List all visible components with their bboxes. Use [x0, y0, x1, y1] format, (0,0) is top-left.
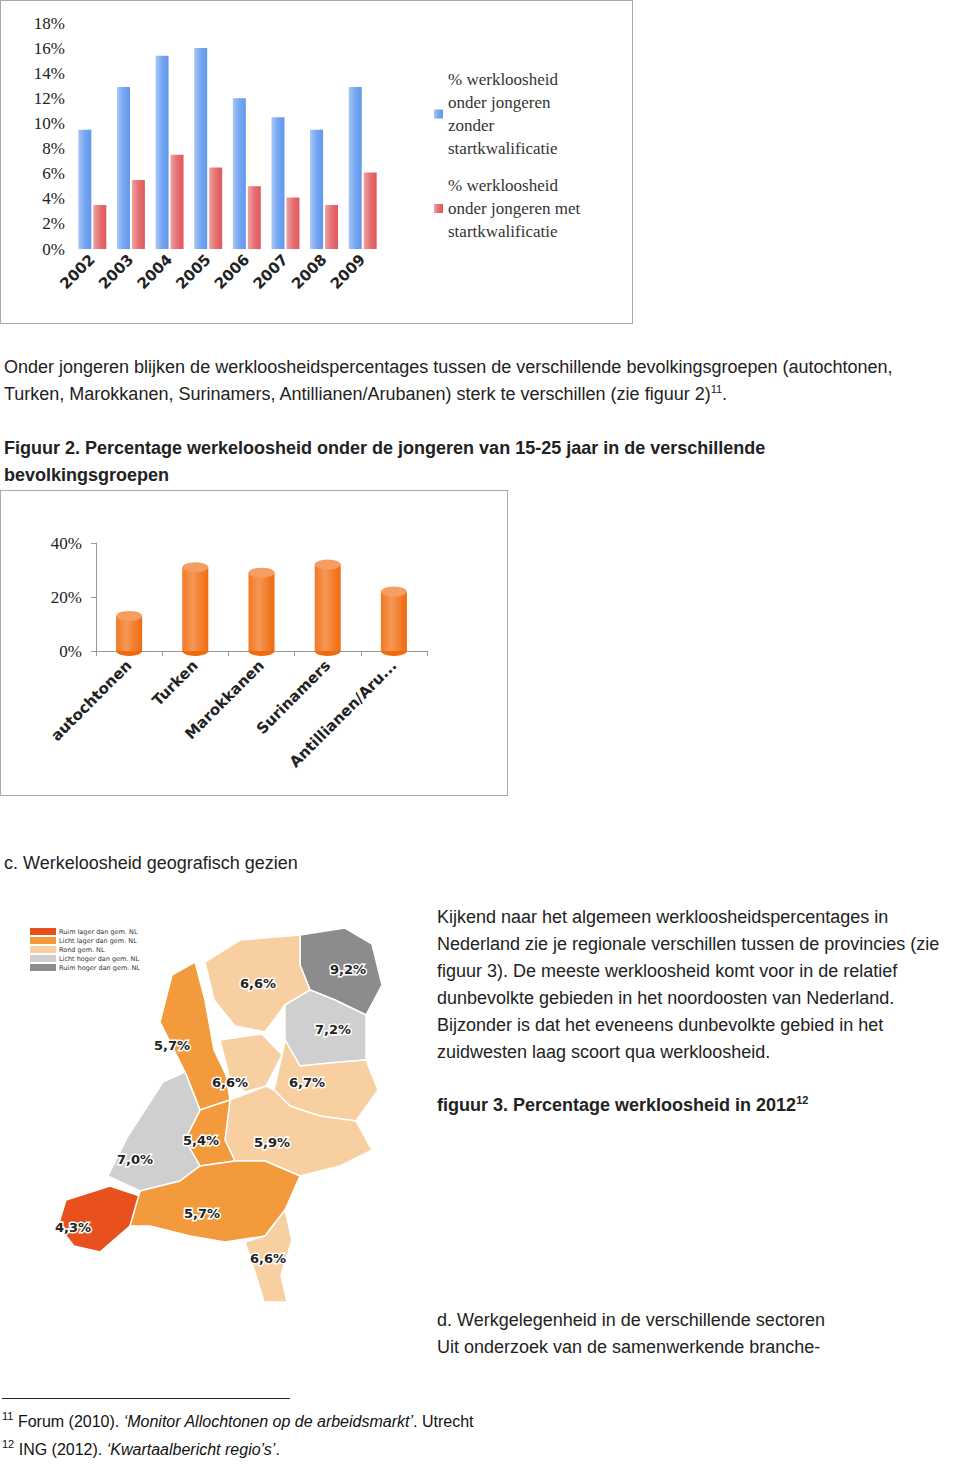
- svg-text:% werkloosheid: % werkloosheid: [448, 70, 559, 89]
- svg-text:Licht lager dan gem. NL: Licht lager dan gem. NL: [59, 937, 137, 945]
- svg-text:startkwalificatie: startkwalificatie: [448, 139, 558, 158]
- html-text:Uit onderzoek van de samenwerk: Uit onderzoek van de samenwerkende branc…: [437, 1337, 821, 1357]
- svg-text:% werkloosheid: % werkloosheid: [448, 176, 559, 195]
- svg-text:Ruim lager dan gem. NL: Ruim lager dan gem. NL: [59, 928, 138, 936]
- svg-text:7,2%: 7,2%: [315, 1022, 351, 1037]
- svg-text:6%: 6%: [42, 164, 65, 183]
- html-text:Onder jongeren blijken de werk: Onder jongeren blijken de werkloosheidsp…: [4, 357, 893, 404]
- svg-text:20%: 20%: [51, 588, 82, 607]
- svg-text:6,6%: 6,6%: [240, 976, 276, 991]
- svg-text:4,3%: 4,3%: [55, 1220, 91, 1235]
- svg-text:7,0%: 7,0%: [117, 1152, 153, 1167]
- svg-text:5,7%: 5,7%: [154, 1038, 190, 1053]
- svg-text:4%: 4%: [42, 189, 65, 208]
- html-text:Figuur 2. Percentage werkeloos: Figuur 2. Percentage werkeloosheid onder…: [4, 438, 766, 485]
- svg-text:6,7%: 6,7%: [289, 1075, 325, 1090]
- svg-text:2%: 2%: [42, 214, 65, 233]
- svg-text:18%: 18%: [34, 14, 65, 33]
- svg-text:6,6%: 6,6%: [212, 1075, 248, 1090]
- svg-text:0%: 0%: [59, 642, 82, 661]
- html-text:12: 12: [796, 1094, 809, 1106]
- svg-text:Rond gem. NL: Rond gem. NL: [59, 946, 105, 954]
- svg-text:6,6%: 6,6%: [250, 1251, 286, 1266]
- svg-text:Surinamers: Surinamers: [252, 656, 335, 738]
- svg-text:Turken: Turken: [149, 657, 202, 710]
- svg-text:12%: 12%: [34, 89, 65, 108]
- svg-text:2008: 2008: [288, 251, 330, 293]
- html-text:figuur 3. Percentage werkloosh: figuur 3. Percentage werkloosheid in 201…: [437, 1095, 797, 1115]
- svg-text:9,2%: 9,2%: [330, 962, 366, 977]
- svg-text:2004: 2004: [134, 251, 176, 293]
- html-text:11 Forum (2010). ‘Monitor Allo: 11 Forum (2010). ‘Monitor Allochtonen op…: [2, 1410, 474, 1430]
- svg-text:onder jongeren met: onder jongeren met: [448, 199, 580, 218]
- svg-text:2002: 2002: [56, 251, 98, 293]
- svg-text:2007: 2007: [250, 251, 292, 293]
- svg-text:16%: 16%: [34, 39, 65, 58]
- html-text:12 ING (2012). ‘Kwartaalberich: 12 ING (2012). ‘Kwartaalbericht regio’s’…: [2, 1438, 280, 1458]
- svg-text:10%: 10%: [34, 114, 65, 133]
- svg-text:2006: 2006: [211, 251, 253, 293]
- html-text:c. Werkeloosheid geografisch g: c. Werkeloosheid geografisch gezien: [4, 853, 298, 873]
- svg-text:onder jongeren: onder jongeren: [448, 93, 551, 112]
- svg-text:2009: 2009: [327, 251, 369, 293]
- svg-text:autochtonen: autochtonen: [47, 657, 135, 745]
- svg-text:2005: 2005: [172, 251, 214, 293]
- svg-text:2003: 2003: [95, 251, 137, 293]
- html-text:Kijkend naar het algemeen werk: Kijkend naar het algemeen werkloosheidsp…: [437, 907, 940, 1062]
- svg-text:Antillianen/Aru...: Antillianen/Aru...: [286, 657, 400, 771]
- svg-text:Licht hoger dan gem. NL: Licht hoger dan gem. NL: [59, 955, 139, 963]
- svg-text:5,9%: 5,9%: [254, 1135, 290, 1150]
- svg-text:14%: 14%: [34, 64, 65, 83]
- svg-text:5,4%: 5,4%: [183, 1133, 219, 1148]
- svg-text:Ruim hoger dan gem. NL: Ruim hoger dan gem. NL: [59, 964, 140, 972]
- svg-text:zonder: zonder: [448, 116, 495, 135]
- svg-text:startkwalificatie: startkwalificatie: [448, 222, 558, 241]
- svg-text:8%: 8%: [42, 139, 65, 158]
- svg-text:0%: 0%: [42, 240, 65, 259]
- svg-text:5,7%: 5,7%: [184, 1206, 220, 1221]
- svg-text:40%: 40%: [51, 534, 82, 553]
- html-text:d. Werkgelegenheid in de versc: d. Werkgelegenheid in de verschillende s…: [437, 1310, 825, 1330]
- svg-text:Marokkanen: Marokkanen: [181, 657, 267, 743]
